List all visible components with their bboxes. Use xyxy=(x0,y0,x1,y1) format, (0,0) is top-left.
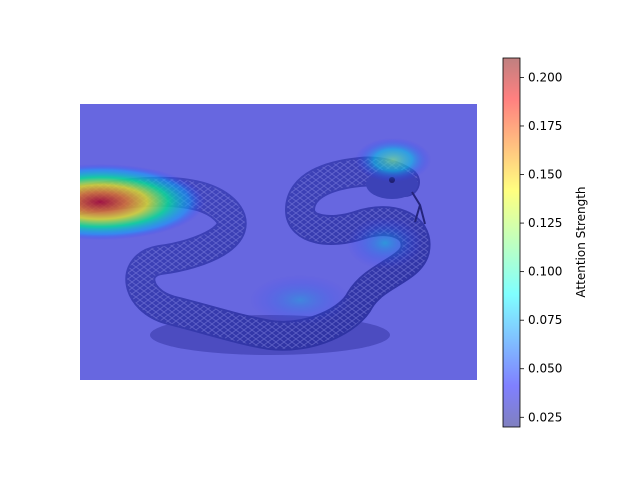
attention-hotspot-head xyxy=(355,138,431,182)
snake-tongue xyxy=(411,191,426,225)
colorbar-label: Attention Strength xyxy=(574,186,588,297)
snake-scales xyxy=(80,158,429,349)
colorbar-gradient xyxy=(503,58,520,427)
heatmap-image-panel xyxy=(80,104,477,380)
colorbar-ticks: 0.025 0.050 0.075 0.100 0.125 0.150 0.175 0.200 xyxy=(520,70,562,424)
colorbar-frame xyxy=(502,57,521,428)
colorbar-tick-label: 0.200 xyxy=(528,70,562,84)
colorbar-tick-label: 0.150 xyxy=(528,168,562,182)
colorbar-tick-label: 0.125 xyxy=(528,216,562,230)
colorbar-tick-label: 0.025 xyxy=(528,410,562,424)
colorbar-tick-label: 0.175 xyxy=(528,119,562,133)
colorbar-tick-label: 0.075 xyxy=(528,313,562,327)
colorbar-tick-label: 0.100 xyxy=(528,265,562,279)
colorbar-tick-label: 0.050 xyxy=(528,362,562,376)
attention-hotspot-neck xyxy=(347,217,423,269)
attention-hotspot-tail xyxy=(80,164,205,240)
colormap-overlay xyxy=(80,104,477,380)
attention-hotspot-body xyxy=(250,275,350,325)
colorbar: 0.025 0.050 0.075 0.100 0.125 0.150 0.175 0.200… xyxy=(502,57,588,428)
